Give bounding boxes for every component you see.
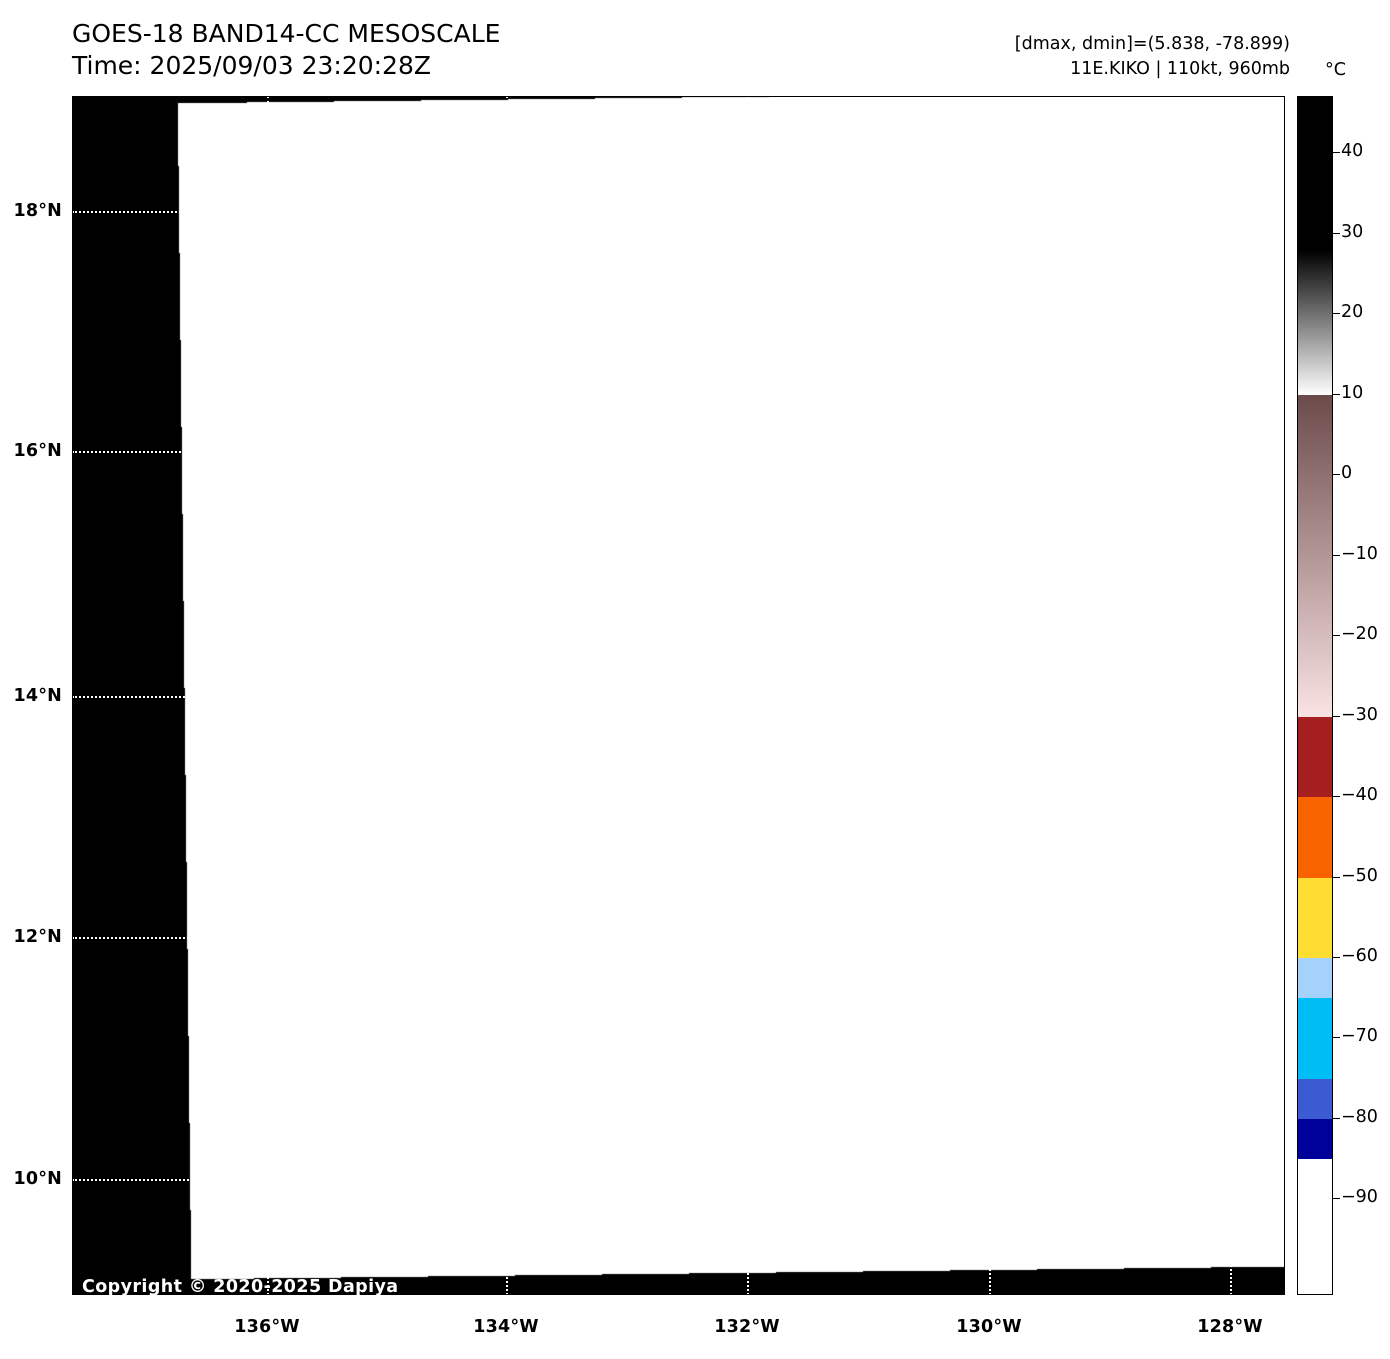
page-title: GOES-18 BAND14-CC MESOSCALE	[72, 19, 501, 48]
colorbar-band	[1298, 716, 1332, 798]
colorbar-tick-label: 0	[1341, 463, 1353, 484]
colorbar-tick-mark	[1333, 876, 1340, 878]
colorbar-tick-label: 40	[1341, 141, 1364, 162]
satellite-imagery-canvas	[72, 96, 1285, 1295]
colorbar-tick-mark	[1333, 313, 1340, 315]
satellite-image-plot[interactable]	[72, 96, 1285, 1295]
colorbar-tick-mark	[1333, 635, 1340, 637]
x-axis-tick-label: 132°W	[714, 1317, 780, 1337]
colorbar-band	[1298, 998, 1332, 1079]
colorbar-band	[1298, 877, 1332, 959]
colorbar-tick-label: −20	[1341, 624, 1378, 645]
colorbar-band	[1298, 249, 1332, 395]
colorbar-tick-mark	[1333, 474, 1340, 476]
colorbar-tick-mark	[1333, 796, 1340, 798]
colorbar-band	[1298, 394, 1332, 717]
data-range-label: [dmax, dmin]=(5.838, -78.899)	[1014, 34, 1290, 54]
colorbar-tick-mark	[1333, 957, 1340, 959]
header-metadata: [dmax, dmin]=(5.838, -78.899) 11E.KIKO |…	[870, 32, 1290, 82]
x-axis-tick-label: 130°W	[956, 1317, 1022, 1337]
colorbar-tick-label: 20	[1341, 302, 1364, 323]
colorbar-tick-label: −30	[1341, 704, 1378, 725]
colorbar-tick-mark	[1333, 554, 1340, 556]
colorbar-tick-mark	[1333, 393, 1340, 395]
colorbar-tick-label: −40	[1341, 785, 1378, 806]
storm-info-label: 11E.KIKO | 110kt, 960mb	[1070, 59, 1290, 79]
colorbar-tick-mark	[1333, 1117, 1340, 1119]
colorbar-tick-mark	[1333, 1198, 1340, 1200]
colorbar-band	[1298, 97, 1332, 250]
colorbar-tick-label: −80	[1341, 1106, 1378, 1127]
colorbar-band	[1298, 797, 1332, 878]
colorbar-tick-mark	[1333, 152, 1340, 154]
title-block: GOES-18 BAND14-CC MESOSCALE Time: 2025/0…	[72, 18, 772, 82]
colorbar-tick-mark	[1333, 1037, 1340, 1039]
colorbar-tick-mark	[1333, 232, 1340, 234]
colorbar-unit-label: °C	[1325, 60, 1346, 80]
colorbar-tick-label: 30	[1341, 221, 1364, 242]
colorbar-tick-label: −70	[1341, 1026, 1378, 1047]
colorbar-tick-label: −90	[1341, 1187, 1378, 1208]
colorbar-band	[1298, 1078, 1332, 1119]
colorbar-band	[1298, 1118, 1332, 1160]
y-axis-tick-label: 16°N	[13, 441, 62, 461]
colorbar-tick-label: 10	[1341, 382, 1364, 403]
temperature-colorbar[interactable]	[1297, 96, 1333, 1295]
x-axis-tick-label: 134°W	[473, 1317, 539, 1337]
y-axis-tick-label: 14°N	[13, 686, 62, 706]
colorbar-band	[1298, 1159, 1332, 1294]
x-axis-tick-label: 128°W	[1197, 1317, 1263, 1337]
colorbar-tick-label: −60	[1341, 946, 1378, 967]
y-axis-tick-label: 12°N	[13, 927, 62, 947]
colorbar-tick-mark	[1333, 715, 1340, 717]
timestamp-label: Time: 2025/09/03 23:20:28Z	[72, 51, 431, 80]
y-axis-tick-label: 10°N	[13, 1169, 62, 1189]
colorbar-band	[1298, 958, 1332, 999]
copyright-label: Copyright © 2020-2025 Dapiya	[82, 1277, 399, 1297]
colorbar-tick-label: −50	[1341, 865, 1378, 886]
x-axis-tick-label: 136°W	[234, 1317, 300, 1337]
colorbar-tick-label: −10	[1341, 543, 1378, 564]
y-axis-tick-label: 18°N	[13, 201, 62, 221]
